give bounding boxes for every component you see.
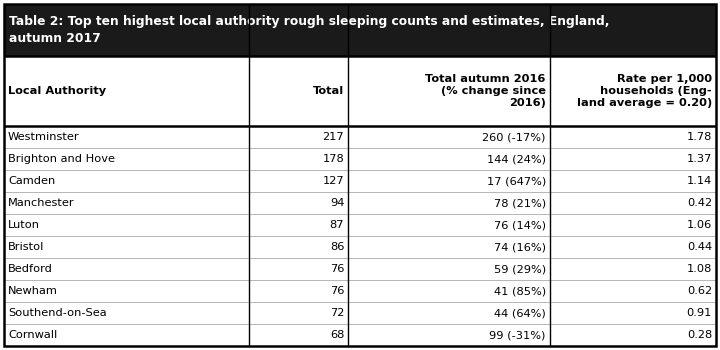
- Text: Rate per 1,000
households (Eng-
land average = 0.20): Rate per 1,000 households (Eng- land ave…: [577, 74, 712, 108]
- Text: 127: 127: [323, 176, 344, 186]
- Text: 99 (-31%): 99 (-31%): [490, 330, 546, 340]
- Bar: [4, 214, 716, 236]
- Text: 144 (24%): 144 (24%): [487, 154, 546, 164]
- Text: 76: 76: [330, 286, 344, 296]
- Text: 1.14: 1.14: [687, 176, 712, 186]
- Text: Southend-on-Sea: Southend-on-Sea: [8, 308, 107, 318]
- Text: 1.78: 1.78: [687, 132, 712, 142]
- Text: 41 (85%): 41 (85%): [494, 286, 546, 296]
- Bar: [4, 170, 716, 192]
- Text: 1.06: 1.06: [687, 220, 712, 230]
- Text: 44 (64%): 44 (64%): [494, 308, 546, 318]
- Bar: [4, 192, 716, 214]
- Text: 1.37: 1.37: [687, 154, 712, 164]
- Text: Brighton and Hove: Brighton and Hove: [8, 154, 115, 164]
- Text: 68: 68: [330, 330, 344, 340]
- Text: 78 (21%): 78 (21%): [494, 198, 546, 208]
- Text: 94: 94: [330, 198, 344, 208]
- Bar: [4, 4, 716, 56]
- Text: Luton: Luton: [8, 220, 40, 230]
- Text: 76: 76: [330, 264, 344, 274]
- Text: 76 (14%): 76 (14%): [494, 220, 546, 230]
- Text: 178: 178: [323, 154, 344, 164]
- Bar: [4, 324, 716, 346]
- Bar: [4, 280, 716, 302]
- Bar: [4, 236, 716, 258]
- Text: 217: 217: [323, 132, 344, 142]
- Text: Westminster: Westminster: [8, 132, 80, 142]
- Text: Table 2: Top ten highest local authority rough sleeping counts and estimates, En: Table 2: Top ten highest local authority…: [9, 15, 610, 45]
- Bar: [4, 126, 716, 148]
- Text: Bedford: Bedford: [8, 264, 53, 274]
- Text: 0.42: 0.42: [687, 198, 712, 208]
- Text: 0.62: 0.62: [687, 286, 712, 296]
- Bar: [4, 56, 716, 126]
- Text: Total autumn 2016
(% change since
2016): Total autumn 2016 (% change since 2016): [426, 74, 546, 108]
- Text: 17 (647%): 17 (647%): [487, 176, 546, 186]
- Text: Newham: Newham: [8, 286, 58, 296]
- Text: 59 (29%): 59 (29%): [494, 264, 546, 274]
- Text: 1.08: 1.08: [687, 264, 712, 274]
- Text: 87: 87: [330, 220, 344, 230]
- Text: Local Authority: Local Authority: [8, 86, 106, 96]
- Text: 0.28: 0.28: [687, 330, 712, 340]
- Text: Manchester: Manchester: [8, 198, 75, 208]
- Bar: [4, 258, 716, 280]
- Text: Camden: Camden: [8, 176, 55, 186]
- Text: 0.91: 0.91: [687, 308, 712, 318]
- Text: Total: Total: [313, 86, 344, 96]
- Text: Bristol: Bristol: [8, 242, 45, 252]
- Text: 86: 86: [330, 242, 344, 252]
- Text: 260 (-17%): 260 (-17%): [482, 132, 546, 142]
- Text: 72: 72: [330, 308, 344, 318]
- Text: 0.44: 0.44: [687, 242, 712, 252]
- Text: 74 (16%): 74 (16%): [494, 242, 546, 252]
- Text: Cornwall: Cornwall: [8, 330, 58, 340]
- Bar: [4, 302, 716, 324]
- Bar: [4, 148, 716, 170]
